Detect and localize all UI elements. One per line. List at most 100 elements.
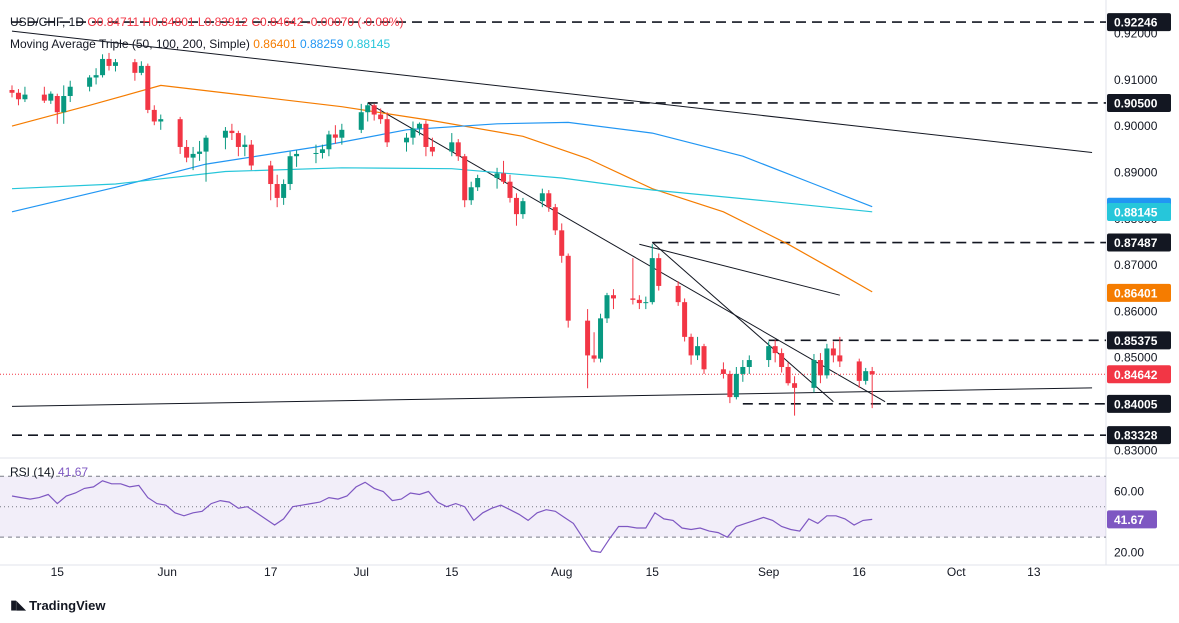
candle-body: [61, 96, 67, 113]
candle-body: [248, 144, 254, 166]
candle-body: [585, 320, 591, 356]
candle-body: [222, 130, 228, 138]
price-label-box: [1107, 93, 1171, 112]
price-tick-label: 0.91000: [1114, 73, 1158, 87]
time-tick-label: Jun: [158, 565, 177, 579]
price-tick-label: 0.85000: [1114, 351, 1158, 365]
price-label-box: [1107, 13, 1171, 32]
candle-body: [604, 295, 610, 319]
price-label-box: [1107, 426, 1171, 445]
time-tick-label: 16: [853, 565, 867, 579]
candle-body: [649, 258, 655, 303]
candle-body: [552, 207, 558, 231]
time-tick-label: 15: [51, 565, 65, 579]
price-label-box: [1107, 283, 1171, 302]
time-tick-label: 15: [445, 565, 459, 579]
candle-body: [358, 112, 364, 130]
candle-body: [792, 383, 798, 388]
candle-body: [824, 348, 830, 376]
trend-line-aug-downtrend: [651, 242, 834, 403]
candle-body: [319, 149, 325, 153]
candle-body: [475, 177, 481, 188]
ma50-value: 0.86401: [253, 37, 297, 51]
candle-body: [100, 58, 106, 76]
candle-body: [720, 369, 726, 374]
price-label: 0.84642: [1114, 368, 1158, 382]
trend-line-long-term-resistance: [11, 30, 1093, 154]
candle-body: [636, 299, 642, 304]
candle-body: [371, 105, 377, 115]
candle-body: [462, 156, 468, 201]
candle-body: [138, 65, 144, 73]
candle-body: [733, 373, 739, 398]
candle-body: [727, 373, 733, 398]
candle-body: [332, 134, 338, 138]
open-value: O0.84711: [87, 15, 140, 29]
candle-body: [468, 187, 474, 201]
price-label: 0.85375: [1114, 334, 1158, 348]
candle-body: [772, 346, 778, 354]
symbol-label[interactable]: USD/CHF, 1D: [10, 15, 85, 29]
candle-body: [410, 128, 416, 138]
candle-body: [423, 123, 429, 147]
price-tick-label: 0.87000: [1114, 258, 1158, 272]
price-label: 0.87487: [1114, 236, 1158, 250]
candle-body: [610, 295, 616, 299]
rsi-title[interactable]: RSI (14): [10, 465, 55, 479]
price-label: 0.90500: [1114, 96, 1158, 110]
candle-body: [630, 298, 636, 300]
trend-line-support-trend: [11, 387, 1093, 407]
candle-body: [54, 96, 60, 113]
price-tick-label: 0.83000: [1114, 443, 1158, 457]
rsi-line: [11, 480, 873, 554]
candle-body: [565, 255, 571, 321]
candle-body: [494, 173, 500, 178]
candle-body: [112, 62, 118, 66]
price-tick-label: 0.86000: [1114, 304, 1158, 318]
price-label-box: [1107, 233, 1171, 252]
price-label-box: [1107, 365, 1171, 384]
time-tick-label: 13: [1027, 565, 1041, 579]
candle-body: [559, 230, 565, 256]
rsi-tick-label: 20.00: [1114, 545, 1144, 559]
candle-body: [811, 360, 817, 388]
candle-body: [339, 129, 345, 138]
candle-body: [184, 146, 190, 158]
candle-body: [384, 119, 390, 143]
rsi-legend-value: 41.67: [58, 465, 89, 479]
candle-body: [378, 114, 384, 120]
candle-body: [766, 346, 772, 361]
high-value: H0.84801: [142, 15, 195, 29]
candle-body: [863, 371, 869, 381]
candle-body: [106, 58, 112, 66]
candle-body: [287, 156, 293, 185]
candle-body: [67, 86, 73, 97]
candle-body: [591, 355, 597, 359]
candle-body: [281, 184, 287, 198]
ma100-value: 0.88259: [300, 37, 344, 51]
ohlc-legend: USD/CHF, 1D O0.84711 H0.84801 L0.83912 C…: [10, 15, 403, 29]
price-label-box: [1107, 203, 1171, 222]
candle-body: [416, 123, 422, 129]
ma200-value: 0.88145: [346, 37, 391, 51]
candle-body: [656, 258, 662, 286]
ma-title[interactable]: Moving Average Triple (50, 100, 200, Sim…: [10, 37, 250, 51]
price-label-box: [1107, 394, 1171, 413]
candle-body: [274, 184, 280, 198]
price-label: 0.84005: [1114, 397, 1158, 411]
candle-body: [643, 302, 649, 304]
moving-average-ma50: [11, 84, 873, 293]
time-tick-label: 17: [264, 565, 278, 579]
candle-body: [365, 105, 371, 113]
candle-body: [682, 302, 688, 337]
candle-body: [197, 151, 203, 154]
candle-body: [177, 119, 183, 147]
candle-body: [93, 75, 99, 78]
candle-body: [15, 92, 21, 100]
candle-body: [268, 165, 274, 185]
candle-body: [501, 173, 507, 182]
trend-line-mid-trend: [639, 243, 840, 296]
price-label: 0.88145: [1114, 206, 1158, 220]
tradingview-brand[interactable]: ▮◣ TradingView: [10, 597, 106, 613]
